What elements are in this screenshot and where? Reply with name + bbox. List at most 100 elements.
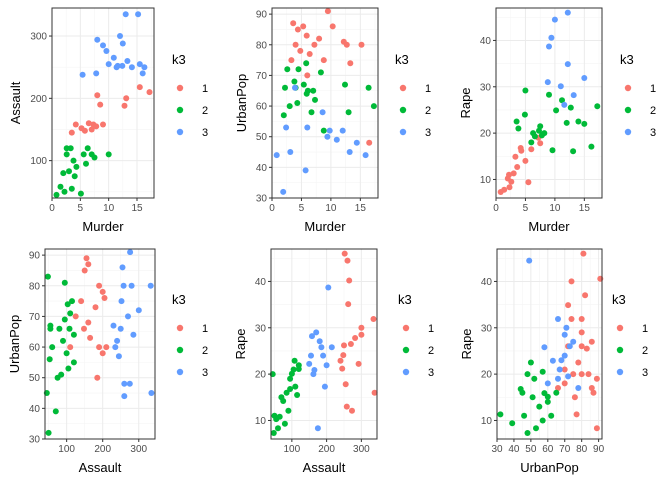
y-tick-label: 70 xyxy=(29,312,41,323)
data-point-cluster-2 xyxy=(60,337,66,344)
data-point-cluster-2 xyxy=(65,365,72,372)
data-point-cluster-1 xyxy=(297,47,304,54)
data-point-cluster-1 xyxy=(588,338,595,345)
data-point-cluster-3 xyxy=(283,124,290,131)
panel-border xyxy=(495,7,603,199)
data-point-cluster-2 xyxy=(52,408,59,415)
data-point-cluster-1 xyxy=(99,350,106,357)
data-point-cluster-3 xyxy=(110,322,117,329)
data-point-cluster-1 xyxy=(300,23,307,30)
data-point-cluster-3 xyxy=(135,11,142,18)
legend-label: 2 xyxy=(650,105,656,117)
data-point-cluster-3 xyxy=(544,79,551,86)
data-point-cluster-3 xyxy=(321,383,328,390)
data-point-cluster-2 xyxy=(105,151,112,158)
data-point-cluster-1 xyxy=(92,304,99,311)
x-tick-label: 5 xyxy=(299,203,305,214)
data-point-cluster-2 xyxy=(575,118,582,125)
legend-label: 1 xyxy=(428,323,434,335)
x-tick-label: 5 xyxy=(523,203,529,214)
y-tick-label: 40 xyxy=(29,404,41,415)
data-point-cluster-2 xyxy=(275,425,281,432)
data-point-cluster-2 xyxy=(345,109,352,116)
data-point-cluster-3 xyxy=(79,71,86,78)
data-point-cluster-2 xyxy=(581,120,588,127)
data-point-cluster-3 xyxy=(103,48,110,54)
data-point-cluster-3 xyxy=(100,42,106,49)
data-point-cluster-2 xyxy=(45,429,52,436)
data-point-cluster-3 xyxy=(105,61,112,68)
data-point-cluster-3 xyxy=(318,344,325,351)
data-point-cluster-2 xyxy=(67,145,74,152)
data-point-cluster-1 xyxy=(123,95,130,102)
data-point-cluster-2 xyxy=(537,123,544,130)
data-point-cluster-2 xyxy=(49,344,56,351)
data-point-cluster-1 xyxy=(294,26,301,33)
data-point-cluster-3 xyxy=(565,373,572,380)
data-point-cluster-1 xyxy=(81,127,88,134)
x-tick-label: 15 xyxy=(131,203,143,214)
legend: k3 1 2 3 xyxy=(172,292,208,379)
panel-border xyxy=(44,248,156,440)
data-point-cluster-3 xyxy=(118,298,125,305)
data-point-cluster-1 xyxy=(343,403,350,410)
data-point-cluster-1 xyxy=(100,121,106,128)
x-tick-label: 300 xyxy=(130,444,147,455)
data-point-cluster-3 xyxy=(320,352,327,359)
data-point-cluster-2 xyxy=(528,139,535,146)
data-point-cluster-1 xyxy=(575,359,582,366)
data-point-cluster-2 xyxy=(56,325,63,332)
y-tick-label: 20 xyxy=(255,370,267,381)
data-point-cluster-1 xyxy=(578,343,585,350)
data-point-cluster-3 xyxy=(308,352,314,359)
data-point-cluster-2 xyxy=(291,78,298,85)
data-point-cluster-1 xyxy=(593,375,600,382)
data-point-cluster-2 xyxy=(570,148,577,155)
data-point-cluster-2 xyxy=(73,163,80,170)
data-point-cluster-1 xyxy=(99,288,106,295)
legend-label: 2 xyxy=(428,345,434,357)
data-point-cluster-1 xyxy=(81,325,87,332)
data-point-cluster-2 xyxy=(544,393,551,400)
y-tick-label: 90 xyxy=(256,10,268,21)
x-tick-label: 300 xyxy=(353,444,370,455)
legend-key-1 xyxy=(624,84,632,92)
data-point-cluster-1 xyxy=(101,295,108,301)
legend-key-3 xyxy=(176,128,184,136)
legend: k3 1 2 3 xyxy=(172,52,208,139)
data-point-cluster-2 xyxy=(290,366,297,373)
data-point-cluster-3 xyxy=(147,282,154,289)
data-point-cluster-1 xyxy=(565,302,572,309)
data-point-cluster-3 xyxy=(287,149,294,155)
data-point-cluster-2 xyxy=(57,183,64,190)
legend-key-3 xyxy=(399,128,407,136)
data-point-cluster-1 xyxy=(571,394,578,401)
data-point-cluster-3 xyxy=(124,58,131,64)
data-point-cluster-1 xyxy=(568,278,575,285)
y-tick-label: 60 xyxy=(29,343,41,354)
x-tick-label: 5 xyxy=(78,203,84,214)
data-point-cluster-3 xyxy=(128,282,135,289)
data-point-cluster-3 xyxy=(346,149,353,155)
data-point-cluster-1 xyxy=(347,341,354,347)
x-tick-label: 70 xyxy=(559,444,571,455)
legend-label: 2 xyxy=(202,345,208,357)
x-tick-label: 10 xyxy=(549,203,561,214)
data-point-cluster-3 xyxy=(362,152,369,159)
data-point-cluster-1 xyxy=(352,335,359,341)
chart-panel-5: 100 200 300 10 20 30 40 Assault Rape k3 1 2 3 xyxy=(233,248,434,475)
data-point-cluster-2 xyxy=(83,160,89,167)
data-point-cluster-3 xyxy=(526,257,533,264)
data-point-cluster-3 xyxy=(314,425,321,432)
data-point-cluster-2 xyxy=(594,103,601,110)
legend-label: 1 xyxy=(202,323,208,335)
data-point-cluster-2 xyxy=(70,331,77,338)
data-point-cluster-2 xyxy=(308,109,315,116)
data-point-cluster-2 xyxy=(61,279,68,286)
data-point-cluster-3 xyxy=(546,43,552,50)
data-point-cluster-2 xyxy=(509,420,516,427)
data-point-cluster-3 xyxy=(561,101,568,108)
data-point-cluster-3 xyxy=(558,357,565,364)
y-tick-label: 40 xyxy=(256,163,268,174)
